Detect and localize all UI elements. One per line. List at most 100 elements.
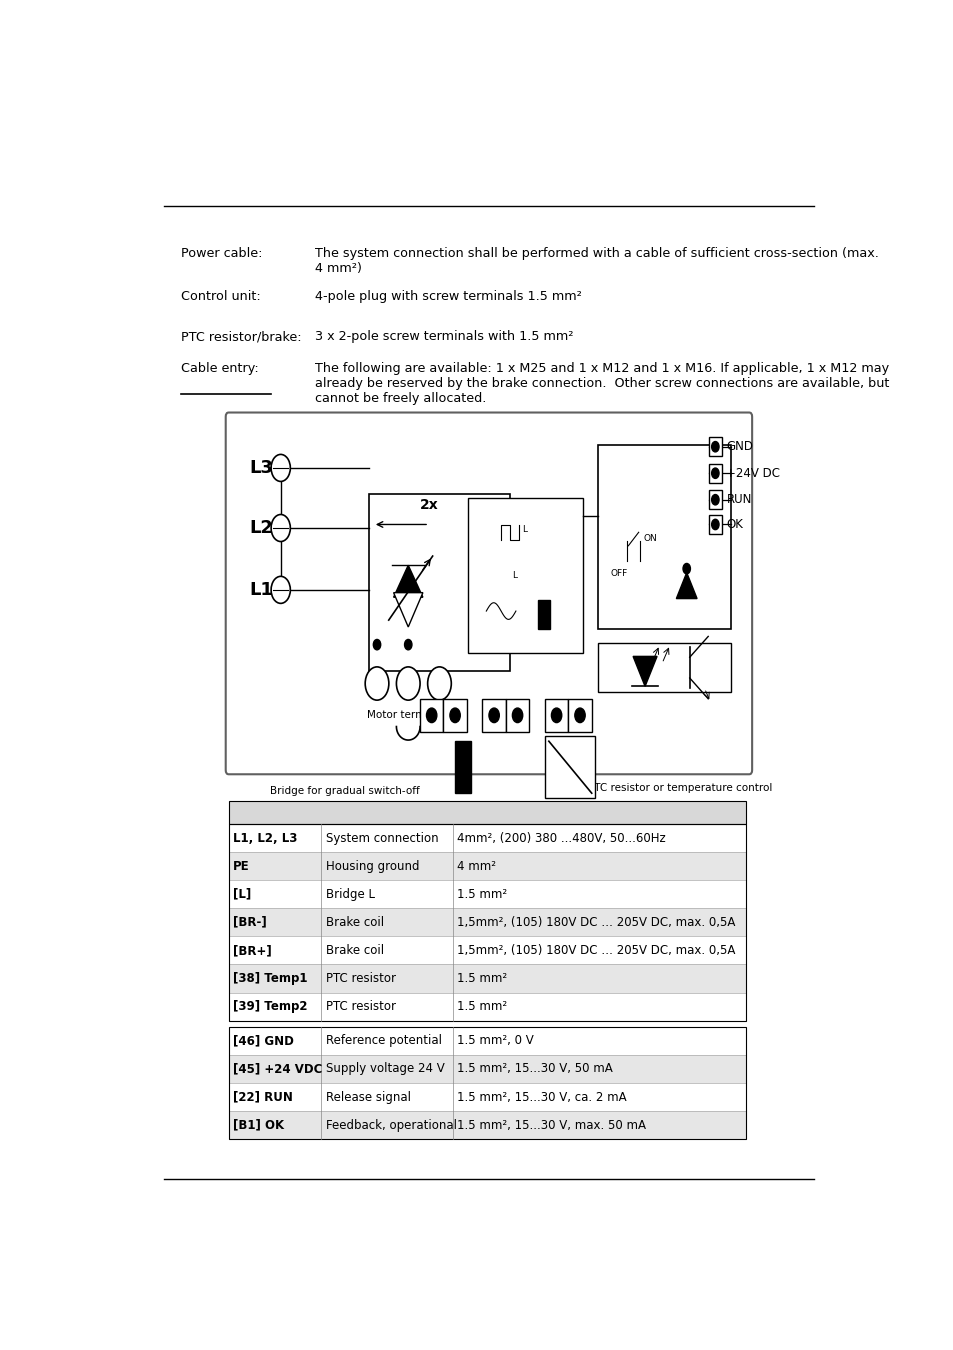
Bar [598,446,730,629]
Text: Release signal: Release signal [325,1091,410,1103]
Bar [229,1111,745,1139]
Bar [229,824,745,852]
Text: Supply voltage 24 V: Supply voltage 24 V [325,1062,444,1076]
Bar [505,699,529,732]
Text: [45] +24 VDC: [45] +24 VDC [233,1062,322,1076]
Text: Housing ground: Housing ground [325,860,418,872]
Bar [537,599,550,629]
Circle shape [711,520,719,529]
Circle shape [682,563,690,574]
Circle shape [427,667,451,701]
Bar [468,498,582,653]
Text: 4mm², (200) 380 ...480V, 50...60Hz: 4mm², (200) 380 ...480V, 50...60Hz [456,832,665,845]
Text: 1.5 mm², 0 V: 1.5 mm², 0 V [456,1034,534,1048]
Bar [229,1054,745,1083]
Text: PTC resistor: PTC resistor [325,1000,395,1012]
Text: L1, L2, L3: L1, L2, L3 [233,832,297,845]
Bar [708,516,721,533]
Text: [46] GND: [46] GND [233,1034,294,1048]
Bar [708,490,721,509]
Circle shape [396,667,419,701]
Text: L3: L3 [249,459,273,477]
Bar [598,643,730,693]
Circle shape [551,707,561,722]
Circle shape [512,707,522,722]
Text: 4 mm²: 4 mm² [456,860,496,872]
Bar [443,699,466,732]
Text: 1.5 mm², 15...30 V, 50 mA: 1.5 mm², 15...30 V, 50 mA [456,1062,612,1076]
Text: PTC resistor or temperature control: PTC resistor or temperature control [587,783,771,792]
Text: 1.5 mm²: 1.5 mm² [456,888,507,900]
Text: [39] Temp2: [39] Temp2 [233,1000,307,1012]
Polygon shape [676,572,697,598]
Text: L2: L2 [249,518,273,537]
Text: Brake coil: Brake coil [325,944,383,957]
Text: [BR-]: [BR-] [233,915,267,929]
Bar [708,437,721,456]
Text: [BR+]: [BR+] [233,944,272,957]
Bar [229,852,745,880]
Circle shape [711,494,719,505]
Bar [229,1027,745,1139]
Bar [229,909,745,937]
Text: Brake coil: Brake coil [435,805,486,814]
Circle shape [426,707,436,722]
Bar [229,992,745,1021]
Text: 3 x 2-pole screw terminals with 1.5 mm²: 3 x 2-pole screw terminals with 1.5 mm² [314,331,573,343]
Bar [229,964,745,992]
Text: L1: L1 [249,580,273,599]
Text: [L]: [L] [233,888,251,900]
Bar [229,802,745,824]
Text: PE: PE [233,860,250,872]
Circle shape [271,455,290,482]
Text: 1.5 mm², 15...30 V, max. 50 mA: 1.5 mm², 15...30 V, max. 50 mA [456,1119,645,1131]
Text: L: L [512,571,517,580]
Text: PTC resistor: PTC resistor [325,972,395,986]
Text: Motor terminals: Motor terminals [367,710,449,721]
Text: RUN: RUN [725,493,751,506]
Polygon shape [394,566,422,597]
Text: 1,5mm², (105) 180V DC … 205V DC, max. 0,5A: 1,5mm², (105) 180V DC … 205V DC, max. 0,… [456,944,735,957]
Bar [419,699,443,732]
Text: 4-pole plug with screw terminals 1.5 mm²: 4-pole plug with screw terminals 1.5 mm² [314,290,581,302]
Text: Power cable:: Power cable: [180,247,262,261]
Bar [544,736,595,798]
Bar [455,741,471,792]
Text: System connection: System connection [325,832,437,845]
Text: The following are available: 1 x M25 and 1 x M12 and 1 x M16. If applicable, 1 x: The following are available: 1 x M25 and… [314,362,888,405]
Text: 1.5 mm², 15...30 V, ca. 2 mA: 1.5 mm², 15...30 V, ca. 2 mA [456,1091,626,1103]
Circle shape [711,468,719,478]
Circle shape [489,707,498,722]
Circle shape [711,441,719,452]
Bar [568,699,591,732]
FancyBboxPatch shape [226,413,751,775]
Circle shape [575,707,584,722]
Circle shape [271,514,290,541]
Circle shape [271,576,290,603]
Bar [708,464,721,482]
Text: OK: OK [725,518,742,531]
Text: L: L [521,525,527,535]
Text: OFF: OFF [610,570,627,578]
Text: Brake coil: Brake coil [325,915,383,929]
Circle shape [450,707,459,722]
Text: +24V DC: +24V DC [725,467,780,479]
Circle shape [365,667,389,701]
Text: 1,5mm², (105) 180V DC … 205V DC, max. 0,5A: 1,5mm², (105) 180V DC … 205V DC, max. 0,… [456,915,735,929]
Text: [38] Temp1: [38] Temp1 [233,972,307,986]
Bar [229,937,745,964]
Text: Control unit:: Control unit: [180,290,260,302]
Text: GND: GND [725,440,753,454]
Text: 1.5 mm²: 1.5 mm² [456,1000,507,1012]
Text: Reference potential: Reference potential [325,1034,441,1048]
Text: Feedback, operational: Feedback, operational [325,1119,456,1131]
Bar [229,1027,745,1054]
Text: Bridge L: Bridge L [325,888,375,900]
Text: PTC resistor/brake:: PTC resistor/brake: [180,331,301,343]
Bar [229,880,745,909]
Text: The system connection shall be performed with a cable of sufficient cross-sectio: The system connection shall be performed… [314,247,878,275]
Text: 1.5 mm²: 1.5 mm² [456,972,507,986]
Circle shape [373,640,380,649]
Text: [22] RUN: [22] RUN [233,1091,293,1103]
Text: ON: ON [642,535,657,543]
